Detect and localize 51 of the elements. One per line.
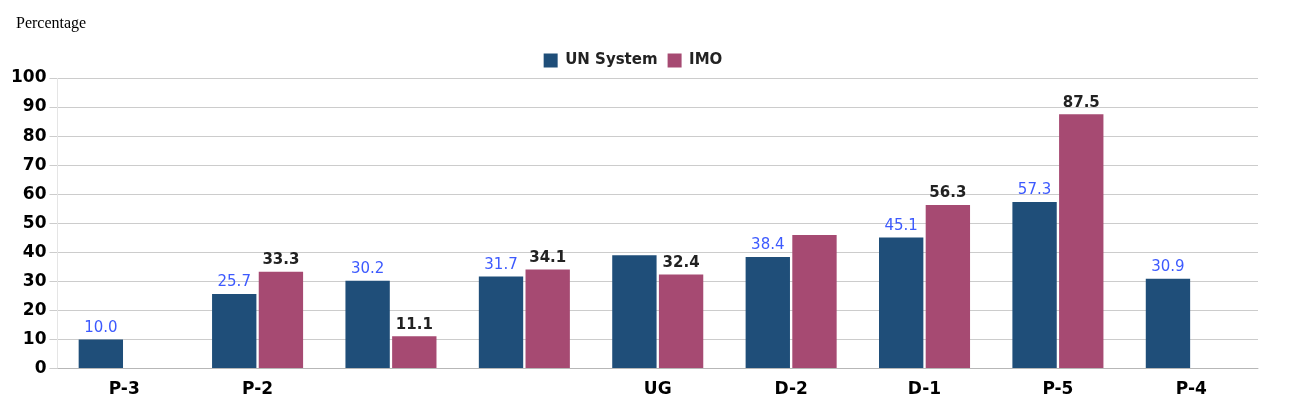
data-label: 34.1 [529,247,567,266]
y-tick-label: 30 [22,269,47,290]
y-axis-title: Percentage [16,14,87,32]
bar [258,271,304,369]
bar [792,234,837,369]
bar [345,280,390,369]
legend-label: IMO [689,50,723,69]
y-tick-label: 10 [22,327,47,348]
data-label: 11.1 [395,314,433,333]
x-tick-label: D-1 [907,378,942,399]
x-tick-label: P-2 [242,378,274,399]
bar [1012,202,1057,369]
bar [525,269,570,369]
y-tick-label: 40 [22,240,47,261]
data-label: 25.7 [217,272,251,291]
bar [879,237,924,369]
y-tick-label: 20 [22,298,47,319]
data-label: 30.2 [350,259,385,278]
data-label: 10.0 [84,317,118,336]
x-tick-label: UG [643,378,672,399]
y-tick-label: 80 [22,124,47,145]
y-tick-label: 100 [10,66,47,87]
bar [392,336,437,369]
data-label: 56.3 [929,183,967,202]
y-tick-label: 70 [22,153,47,174]
y-tick-label: 50 [22,211,47,232]
bar [1145,278,1191,369]
data-label: 33.3 [262,250,300,269]
x-tick-label: P-4 [1175,378,1207,399]
legend-label: UN System [565,50,658,69]
y-tick-label: 0 [34,357,47,378]
bar [78,339,124,369]
x-tick-label: P-3 [108,378,140,399]
data-label: 87.5 [1062,92,1100,111]
data-label: 31.7 [484,254,518,273]
bar [658,274,704,369]
data-label: 30.9 [1151,257,1185,276]
data-label: 32.4 [662,252,700,271]
bar [1059,114,1104,369]
data-label: 57.3 [1017,180,1052,199]
y-tick-label: 60 [22,182,47,203]
data-label: 45.1 [884,215,918,234]
x-tick-label: D-2 [774,378,808,399]
y-tick-label: 90 [22,95,47,116]
x-tick-label: P-5 [1042,378,1074,399]
bar [212,293,257,369]
bar [612,255,657,369]
bar [745,257,790,369]
bar [478,276,524,369]
data-label: 38.4 [751,235,785,254]
bar [925,204,971,369]
